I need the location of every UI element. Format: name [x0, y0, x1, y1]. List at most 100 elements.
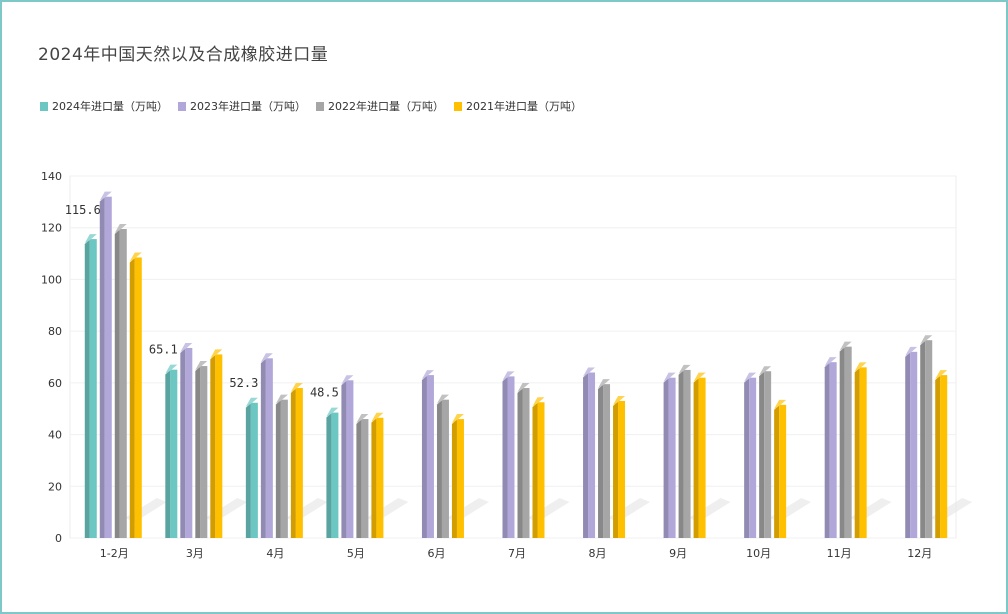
bar-top — [99, 191, 112, 201]
bar-top — [532, 397, 545, 407]
bar-side — [245, 402, 251, 538]
bar-side — [129, 257, 135, 538]
bar-top — [839, 341, 852, 351]
bar — [507, 376, 515, 538]
bar — [89, 239, 97, 538]
bar — [331, 412, 339, 538]
bar — [698, 377, 706, 538]
bar-top — [854, 362, 867, 372]
bar — [250, 402, 258, 538]
bar-side — [532, 402, 538, 538]
bar-top — [502, 371, 515, 381]
bar-top — [245, 397, 258, 407]
legend-label: 2024年进口量（万吨） — [52, 100, 168, 113]
bar-top — [245, 397, 258, 408]
x-tick-label: 1-2月 — [100, 547, 129, 560]
bar-side — [598, 384, 604, 538]
bar — [134, 257, 142, 538]
bar-side — [290, 388, 296, 538]
bar — [749, 377, 757, 538]
bar-top — [275, 394, 288, 404]
x-tick-label: 3月 — [186, 547, 204, 560]
bar-top — [693, 372, 706, 382]
bar — [829, 362, 837, 538]
bar — [618, 400, 626, 538]
bar-top — [759, 366, 772, 376]
bar-top — [356, 414, 369, 424]
legend-item[interactable]: 2024年进口量（万吨） — [40, 98, 168, 114]
y-tick-label: 100 — [41, 273, 62, 286]
bar — [170, 369, 178, 538]
y-tick-label: 120 — [41, 222, 62, 235]
bar — [376, 417, 384, 538]
chart-title: 2024年中国天然以及合成橡胶进口量 — [38, 45, 329, 65]
bar-side — [502, 376, 508, 538]
bar-side — [824, 362, 830, 538]
bar — [104, 196, 112, 538]
bar — [361, 419, 369, 538]
y-tick-label: 60 — [48, 377, 62, 390]
y-tick-label: 80 — [48, 325, 62, 338]
legend-item[interactable]: 2022年进口量（万吨） — [316, 98, 444, 114]
bar-top — [260, 353, 273, 363]
bar — [522, 388, 530, 538]
bar-side — [517, 388, 523, 538]
bar-side — [210, 354, 216, 538]
bar — [441, 399, 449, 538]
bar — [779, 404, 787, 538]
y-tick-label: 0 — [55, 532, 62, 545]
bar — [910, 351, 918, 538]
bar — [683, 369, 691, 538]
bar-side — [583, 372, 589, 538]
bar-side — [920, 340, 926, 538]
bar-top — [180, 342, 193, 352]
legend-item[interactable]: 2021年进口量（万吨） — [454, 98, 582, 114]
bar-top — [678, 364, 691, 374]
bar-top — [114, 224, 127, 234]
bar-side — [114, 229, 120, 538]
bar-top — [774, 399, 787, 409]
legend-swatch — [40, 101, 48, 111]
bar-side — [165, 369, 171, 538]
bar — [200, 366, 208, 538]
bar — [456, 419, 464, 538]
bar-side — [744, 377, 750, 538]
bar — [280, 399, 288, 538]
bar-top — [451, 414, 464, 424]
bar-side — [341, 380, 347, 538]
x-tick-label: 12月 — [907, 547, 932, 560]
bar-side — [759, 371, 765, 538]
bar-side — [84, 239, 90, 538]
bar-top — [517, 383, 530, 393]
bar — [215, 354, 223, 538]
legend-item[interactable]: 2023年进口量（万吨） — [178, 98, 306, 114]
bar — [588, 372, 596, 538]
x-tick-label: 5月 — [347, 547, 365, 560]
bar — [668, 377, 676, 538]
bar-side — [195, 366, 201, 538]
bar-top — [371, 412, 384, 422]
x-tick-label: 6月 — [427, 547, 445, 560]
bar — [119, 229, 127, 538]
bar — [346, 380, 354, 538]
data-label: 48.5 — [310, 386, 339, 400]
bar-side — [935, 375, 941, 538]
x-tick-label: 9月 — [669, 547, 687, 560]
bar-top — [195, 361, 208, 371]
bar-top — [744, 372, 757, 382]
legend-label: 2021年进口量（万吨） — [466, 100, 582, 113]
bar-top — [920, 335, 933, 345]
bar-side — [678, 369, 684, 538]
legend-label: 2023年进口量（万吨） — [190, 100, 306, 113]
x-tick-label: 7月 — [508, 547, 526, 560]
bar-side — [436, 399, 442, 538]
bar-side — [371, 417, 377, 538]
bar — [603, 384, 611, 538]
bar-side — [839, 346, 845, 538]
legend: 2024年进口量（万吨） 2023年进口量（万吨） 2022年进口量（万吨） 2021… — [40, 98, 582, 114]
bar-top — [165, 364, 178, 374]
bar-top — [583, 367, 596, 377]
bar-side — [613, 400, 619, 538]
bar — [844, 346, 852, 538]
